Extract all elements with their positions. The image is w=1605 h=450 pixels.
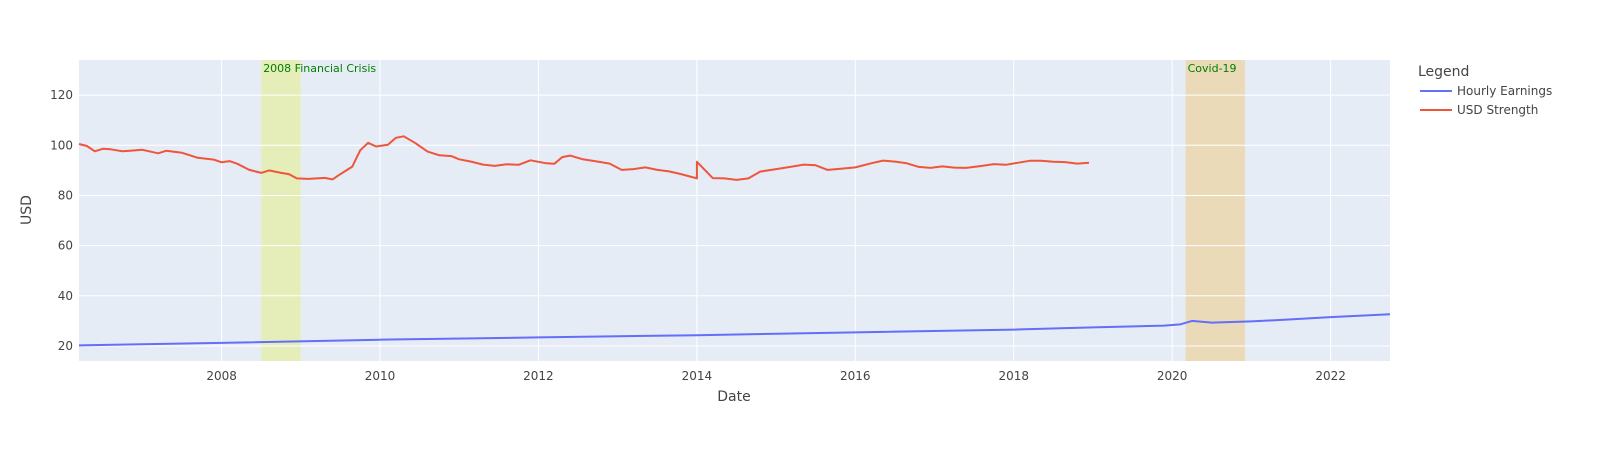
series-line — [78, 313, 1391, 347]
x-tick-label: 2012 — [523, 369, 554, 383]
y-tick-label: 20 — [58, 339, 73, 353]
annotation-label: Covid-19 — [1188, 62, 1237, 75]
legend: Legend Hourly Earnings USD Strength — [1418, 64, 1552, 117]
x-tick-label: 2022 — [1315, 369, 1346, 383]
x-tick-label: 2016 — [840, 369, 871, 383]
legend-label[interactable]: USD Strength — [1457, 103, 1538, 117]
y-tick-label: 100 — [50, 138, 73, 152]
x-axis-title: Date — [717, 389, 750, 405]
y-axis-title: USD — [19, 195, 35, 225]
legend-title: Legend — [1418, 64, 1469, 80]
annotation-label: 2008 Financial Crisis — [263, 62, 376, 75]
x-tick-label: 2020 — [1157, 369, 1188, 383]
x-tick-label: 2018 — [998, 369, 1029, 383]
annotation-band — [261, 60, 301, 361]
y-tick-label: 60 — [58, 239, 73, 253]
x-tick-label: 2014 — [682, 369, 713, 383]
y-tick-label: 120 — [50, 88, 73, 102]
y-tick-label: 40 — [58, 289, 73, 303]
x-tick-label: 2010 — [365, 369, 396, 383]
y-tick-label: 80 — [58, 188, 73, 202]
x-tick-label: 2008 — [206, 369, 237, 383]
series-line — [78, 135, 1090, 181]
annotation-band — [1185, 60, 1246, 361]
legend-label[interactable]: Hourly Earnings — [1457, 84, 1552, 98]
